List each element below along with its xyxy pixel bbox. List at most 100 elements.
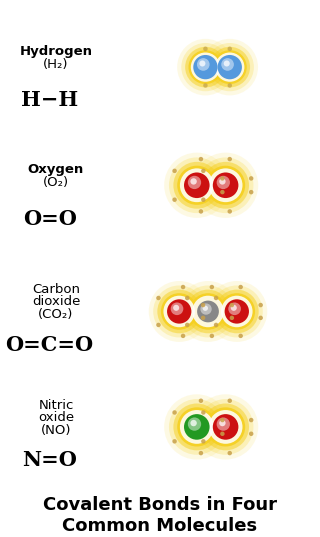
Ellipse shape [259,316,263,320]
Ellipse shape [181,285,185,289]
Ellipse shape [238,333,243,338]
Ellipse shape [199,157,203,161]
Ellipse shape [214,296,218,300]
Ellipse shape [193,55,218,79]
Text: oxide: oxide [38,411,74,424]
Ellipse shape [200,303,212,315]
Ellipse shape [231,305,237,311]
Ellipse shape [215,289,259,333]
Ellipse shape [203,306,208,311]
Ellipse shape [203,47,208,51]
Ellipse shape [210,285,214,289]
Ellipse shape [190,178,197,185]
Ellipse shape [182,286,234,337]
Ellipse shape [185,296,189,300]
Ellipse shape [180,410,214,444]
Ellipse shape [249,432,253,436]
Ellipse shape [217,176,230,189]
Ellipse shape [185,47,226,88]
Ellipse shape [206,166,245,205]
Ellipse shape [210,47,250,88]
Text: Carbon: Carbon [32,284,80,296]
Ellipse shape [206,408,245,446]
Ellipse shape [172,198,177,202]
Ellipse shape [198,157,253,213]
Ellipse shape [199,61,205,67]
Ellipse shape [214,323,218,327]
Ellipse shape [169,399,225,455]
Ellipse shape [228,83,232,88]
Ellipse shape [171,302,183,315]
Ellipse shape [188,417,201,431]
Ellipse shape [249,418,253,422]
Ellipse shape [192,296,224,327]
Ellipse shape [178,281,238,342]
Ellipse shape [259,303,263,307]
Ellipse shape [180,169,214,202]
Ellipse shape [199,451,203,455]
Ellipse shape [228,451,232,455]
Ellipse shape [181,43,229,91]
Text: O=C=O: O=C=O [5,335,94,355]
Ellipse shape [153,286,205,337]
Text: Covalent Bonds in Four
Common Molecules: Covalent Bonds in Four Common Molecules [43,496,277,535]
Ellipse shape [184,172,210,198]
Ellipse shape [213,172,238,198]
Ellipse shape [228,302,241,315]
Text: (NO): (NO) [41,424,71,437]
Ellipse shape [219,178,226,185]
Ellipse shape [219,420,226,426]
Ellipse shape [149,281,210,342]
Ellipse shape [209,410,243,444]
Ellipse shape [191,53,220,82]
Ellipse shape [249,176,253,180]
Ellipse shape [201,410,206,415]
Ellipse shape [209,169,243,202]
Ellipse shape [169,157,225,213]
Ellipse shape [199,398,203,403]
Text: (H₂): (H₂) [43,58,69,71]
Ellipse shape [197,301,219,322]
Ellipse shape [202,39,258,96]
Ellipse shape [172,439,177,444]
Ellipse shape [172,410,177,415]
Text: Nitric: Nitric [38,399,74,412]
Text: O=O: O=O [23,208,76,229]
Ellipse shape [177,408,216,446]
Ellipse shape [190,420,197,426]
Ellipse shape [202,162,249,209]
Ellipse shape [220,432,225,436]
Ellipse shape [238,285,243,289]
Text: H−H: H−H [21,90,78,111]
Ellipse shape [224,61,230,67]
Ellipse shape [193,153,258,218]
Ellipse shape [201,316,205,320]
Text: (CO₂): (CO₂) [38,308,74,321]
Ellipse shape [215,53,244,82]
Ellipse shape [164,394,229,460]
Ellipse shape [228,398,232,403]
Ellipse shape [203,83,208,88]
Ellipse shape [201,169,206,173]
Ellipse shape [199,209,203,214]
Ellipse shape [177,39,234,96]
Ellipse shape [219,293,255,330]
Text: Hydrogen: Hydrogen [20,45,92,57]
Ellipse shape [213,50,247,84]
Ellipse shape [193,394,258,460]
Ellipse shape [228,157,232,161]
Ellipse shape [156,323,161,327]
Ellipse shape [220,190,225,194]
Ellipse shape [164,296,195,327]
Ellipse shape [161,293,197,330]
Ellipse shape [177,166,216,205]
Ellipse shape [156,296,161,300]
Ellipse shape [173,305,179,311]
Ellipse shape [210,333,214,338]
Text: (O₂): (O₂) [43,176,69,189]
Ellipse shape [249,190,253,194]
Ellipse shape [225,299,249,324]
Ellipse shape [228,47,232,51]
Ellipse shape [221,296,252,327]
Ellipse shape [172,169,177,173]
